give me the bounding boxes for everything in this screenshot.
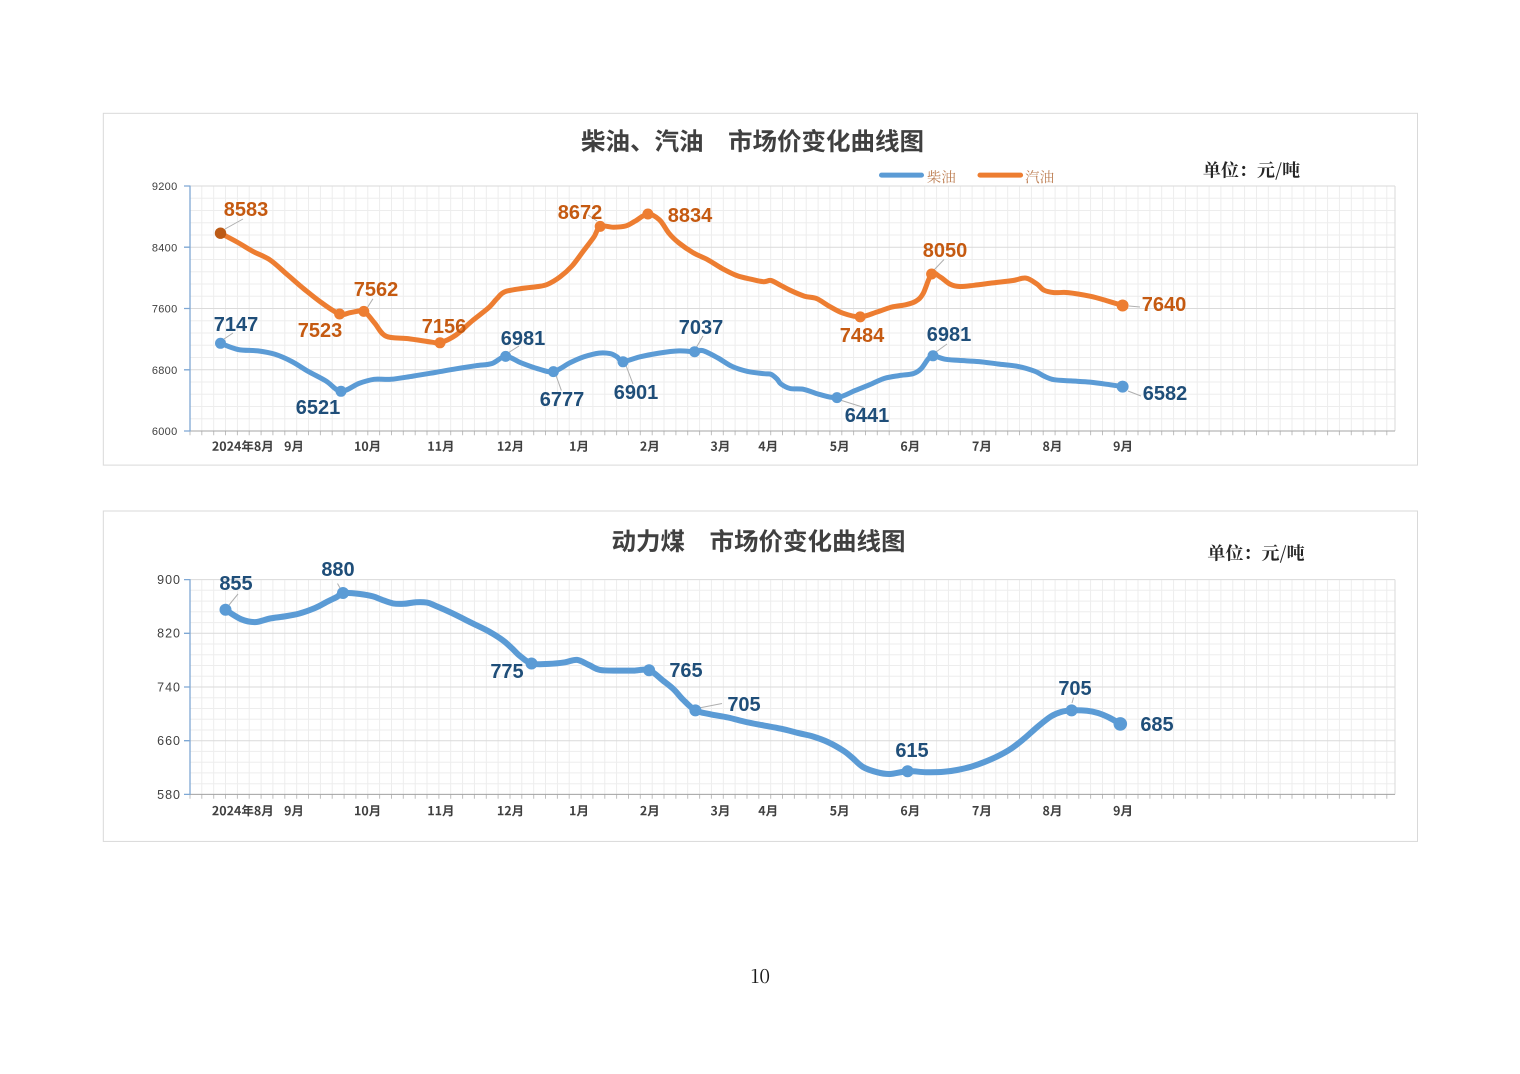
svg-text:740: 740 bbox=[157, 680, 181, 694]
svg-text:615: 615 bbox=[895, 740, 928, 762]
svg-text:8672: 8672 bbox=[558, 202, 603, 224]
svg-text:8400: 8400 bbox=[152, 242, 178, 254]
svg-text:880: 880 bbox=[321, 559, 354, 581]
svg-text:705: 705 bbox=[1058, 678, 1091, 700]
svg-text:6582: 6582 bbox=[1143, 383, 1188, 405]
svg-text:660: 660 bbox=[157, 734, 181, 748]
svg-text:775: 775 bbox=[490, 661, 523, 683]
svg-text:6441: 6441 bbox=[845, 405, 890, 427]
svg-text:6981: 6981 bbox=[501, 328, 546, 350]
svg-text:7484: 7484 bbox=[840, 325, 885, 347]
svg-text:705: 705 bbox=[727, 694, 760, 716]
svg-text:900: 900 bbox=[157, 573, 181, 587]
svg-text:7523: 7523 bbox=[298, 320, 343, 342]
svg-text:6777: 6777 bbox=[540, 389, 585, 411]
svg-text:685: 685 bbox=[1140, 714, 1173, 736]
svg-text:7640: 7640 bbox=[1142, 294, 1187, 316]
svg-text:8834: 8834 bbox=[668, 205, 713, 227]
svg-text:7037: 7037 bbox=[679, 317, 724, 339]
svg-text:8050: 8050 bbox=[923, 240, 968, 262]
svg-text:6000: 6000 bbox=[152, 426, 178, 438]
svg-text:7562: 7562 bbox=[354, 279, 399, 301]
svg-text:7147: 7147 bbox=[214, 314, 259, 336]
svg-text:8583: 8583 bbox=[224, 199, 269, 221]
svg-text:7600: 7600 bbox=[152, 304, 178, 316]
svg-text:6800: 6800 bbox=[152, 365, 178, 377]
svg-text:820: 820 bbox=[157, 627, 181, 641]
svg-text:580: 580 bbox=[157, 788, 181, 802]
svg-text:855: 855 bbox=[219, 573, 252, 595]
svg-text:765: 765 bbox=[669, 660, 702, 682]
svg-text:6981: 6981 bbox=[927, 324, 972, 346]
svg-text:7156: 7156 bbox=[422, 316, 467, 338]
svg-text:9200: 9200 bbox=[152, 181, 178, 193]
svg-text:6901: 6901 bbox=[614, 382, 659, 404]
svg-text:6521: 6521 bbox=[296, 397, 341, 419]
